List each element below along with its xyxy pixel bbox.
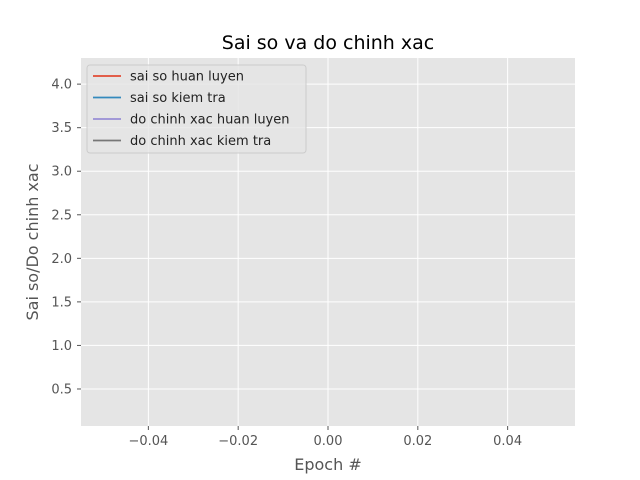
y-tick-label: 4.0	[51, 78, 72, 93]
y-tick-label: 1.0	[51, 339, 72, 354]
x-axis-title: Epoch #	[294, 455, 361, 474]
y-tick-label: 2.5	[51, 208, 72, 223]
legend-label: do chinh xac kiem tra	[130, 134, 271, 149]
legend-label: sai so kiem tra	[130, 91, 226, 106]
y-axis-ticks: 0.5 1.0 1.5 2.0 2.5 3.0 3.5 4.0	[51, 78, 81, 397]
y-tick-label: 3.0	[51, 165, 72, 180]
y-tick-label: 0.5	[51, 382, 72, 397]
x-axis-ticks: −0.04 −0.02 0.00 0.02 0.04	[128, 426, 522, 449]
x-tick-label: 0.02	[403, 434, 432, 449]
legend-label: do chinh xac huan luyen	[130, 113, 290, 128]
x-tick-label: 0.00	[314, 434, 343, 449]
legend: sai so huan luyen sai so kiem tra do chinh…	[86, 64, 307, 154]
y-tick-label: 1.5	[51, 295, 72, 310]
y-axis-title: Sai so/Do chinh xac	[23, 163, 42, 320]
y-tick-label: 3.5	[51, 121, 72, 136]
x-tick-label: −0.04	[128, 434, 168, 449]
legend-label: sai so huan luyen	[130, 70, 244, 85]
chart-title: Sai so va do chinh xac	[222, 32, 434, 54]
x-tick-label: −0.02	[218, 434, 258, 449]
legend-box	[86, 64, 307, 154]
y-tick-label: 2.0	[51, 252, 72, 267]
x-tick-label: 0.04	[493, 434, 522, 449]
